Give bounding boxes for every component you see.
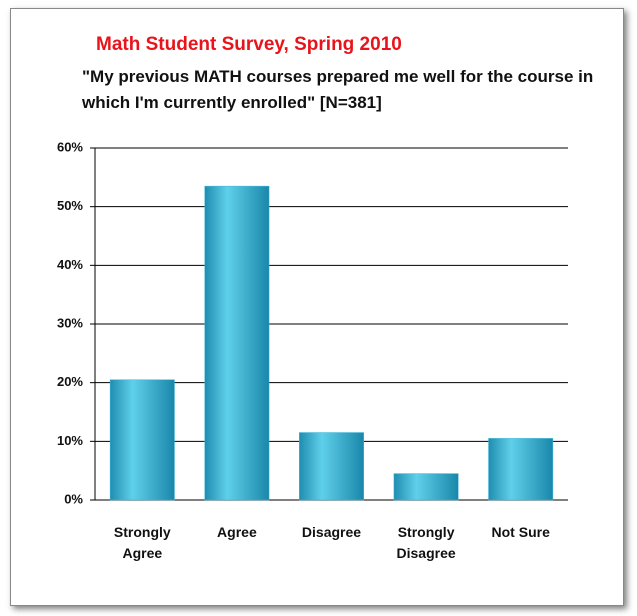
x-tick-label: Strongly Disagree: [396, 524, 456, 561]
bar: [109, 379, 175, 501]
chart-frame: [10, 8, 624, 606]
y-tick-label: 40%: [57, 257, 83, 272]
y-tick-label: 10%: [57, 433, 83, 448]
y-tick-label: 50%: [57, 198, 83, 213]
chart-title: Math Student Survey, Spring 2010: [96, 34, 402, 55]
bar: [393, 473, 459, 501]
y-tick-label: 60%: [57, 139, 83, 154]
y-tick-label: 20%: [57, 374, 83, 389]
bar: [204, 185, 270, 501]
x-tick-label: Strongly Agree: [113, 524, 171, 561]
y-tick-label: 0%: [64, 491, 83, 506]
bar: [488, 438, 554, 501]
chart-subtitle: "My previous MATH courses prepared me we…: [82, 67, 594, 112]
bar: [299, 432, 364, 501]
y-tick-label: 30%: [57, 315, 83, 330]
x-tick-label: Not Sure: [491, 524, 550, 540]
x-tick-label: Agree: [217, 524, 257, 540]
x-tick-label: Disagree: [301, 524, 362, 540]
